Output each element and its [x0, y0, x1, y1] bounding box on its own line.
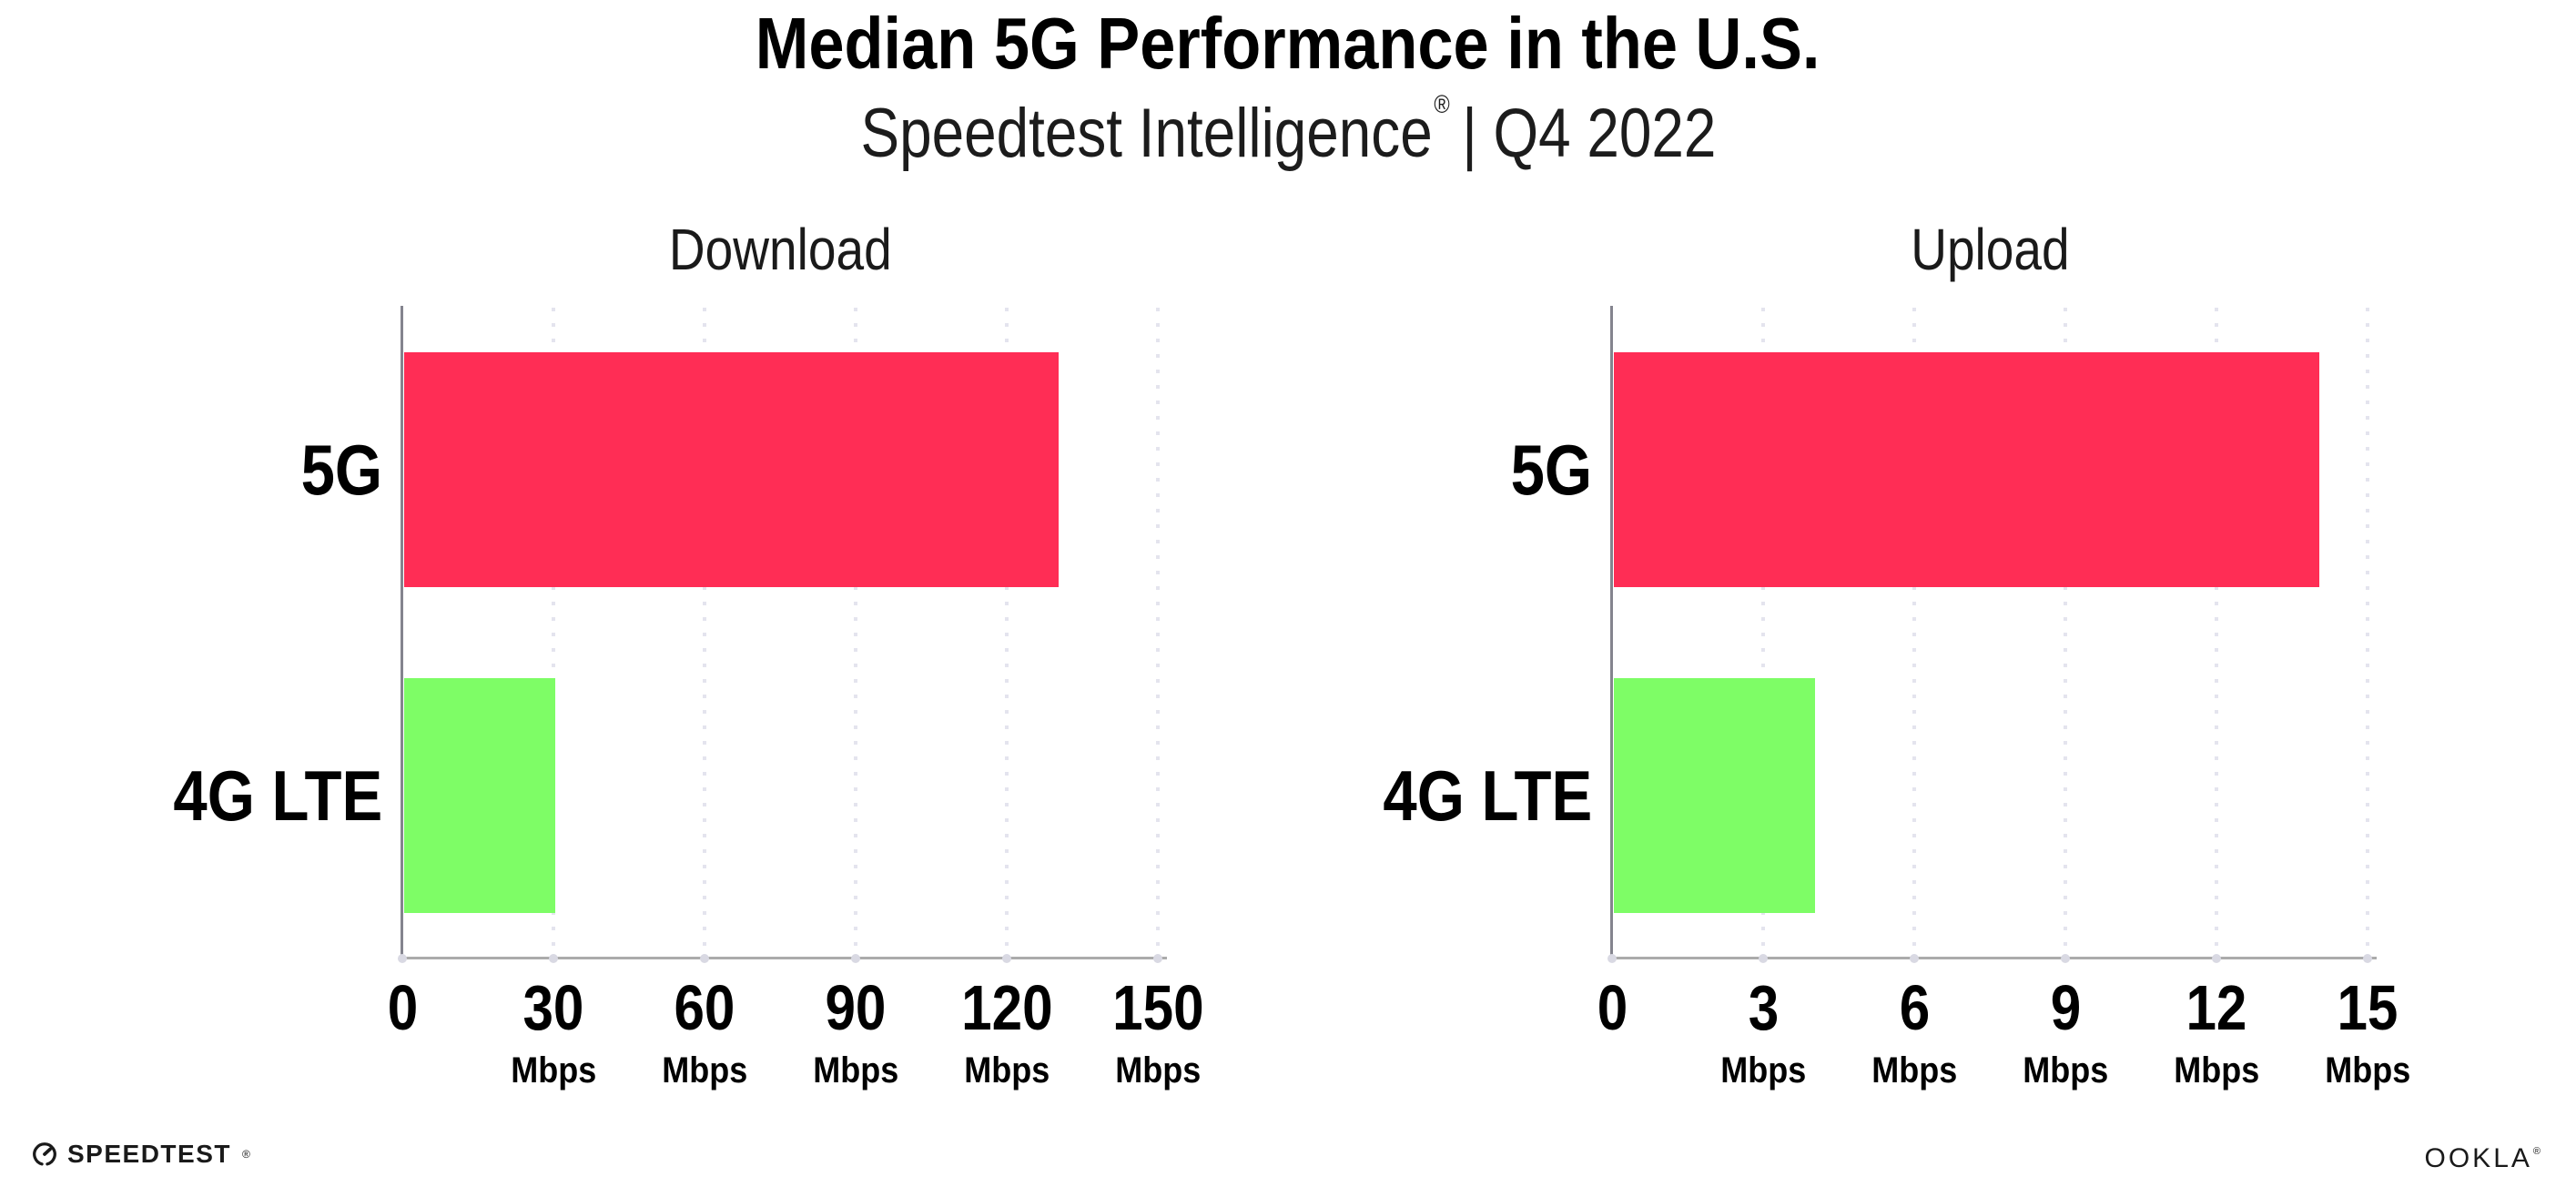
- bar-5g: [404, 352, 1060, 587]
- axis-tick-dot: [1607, 954, 1617, 963]
- axis-tick-dot: [1910, 954, 1919, 963]
- x-tick-label: 0: [1597, 972, 1628, 1043]
- speedtest-gauge-icon: [31, 1141, 58, 1168]
- gridline: [1912, 308, 1916, 958]
- x-tick-label: 60: [674, 972, 735, 1043]
- x-tick-unit: Mbps: [964, 1050, 1050, 1090]
- axis-tick-dot: [1153, 954, 1162, 963]
- category-label: 5G: [1510, 430, 1592, 510]
- axis-tick-dot: [2212, 954, 2221, 963]
- download-chart: Download 0 30 Mbps 60 Mbps 90 Mbps 120 Mbps 150 Mbp…: [173, 220, 1203, 1089]
- axis-tick-dot: [700, 954, 709, 963]
- x-tick-label: 9: [2050, 972, 2081, 1043]
- x-tick-label: 6: [1899, 972, 1930, 1043]
- bar-4g-lte: [404, 678, 555, 913]
- chart-title: Download: [668, 217, 892, 282]
- x-axis-line: [1610, 957, 2377, 959]
- y-axis-line: [401, 306, 403, 958]
- page-title-text: Median 5G Performance in the U.S.: [756, 3, 1820, 84]
- axis-tick-dot: [2061, 954, 2070, 963]
- subtitle-brand: Speedtest Intelligence: [860, 95, 1433, 172]
- x-tick-unit: Mbps: [1115, 1050, 1201, 1090]
- x-tick-unit: Mbps: [2174, 1050, 2259, 1090]
- speedtest-logo: SPEEDTEST ®: [31, 1140, 250, 1169]
- gridline: [2064, 308, 2067, 958]
- category-label: 4G LTE: [1383, 756, 1592, 836]
- x-tick-unit: Mbps: [511, 1050, 596, 1090]
- gridline: [854, 308, 857, 958]
- registered-mark: ®: [1433, 90, 1450, 118]
- axis-tick-dot: [549, 954, 558, 963]
- gridline: [1005, 308, 1009, 958]
- x-tick-unit: Mbps: [2325, 1050, 2410, 1090]
- x-tick-unit: Mbps: [662, 1050, 747, 1090]
- axis-tick-dot: [1759, 954, 1768, 963]
- gridline: [2215, 308, 2218, 958]
- upload-chart: Upload 0 3 Mbps 6 Mbps 9 Mbps 12 Mbps 15 Mbps 5G 4G L…: [1383, 220, 2410, 1089]
- bar-4g-lte: [1614, 678, 1816, 913]
- x-tick-label: 15: [2337, 972, 2399, 1043]
- x-tick-label: 12: [2186, 972, 2247, 1043]
- gridline: [703, 308, 706, 958]
- category-label: 4G LTE: [173, 756, 382, 836]
- x-tick-label: 3: [1748, 972, 1779, 1043]
- axis-tick-dot: [1002, 954, 1011, 963]
- x-tick-label: 90: [825, 972, 887, 1043]
- x-tick-label: 0: [387, 972, 418, 1043]
- ookla-logo: OOKLA®: [2425, 1143, 2543, 1174]
- bar-5g: [1614, 352, 2319, 587]
- ookla-trademark: ®: [2532, 1146, 2543, 1157]
- x-tick-label: 30: [522, 972, 584, 1043]
- speedtest-trademark: ®: [241, 1148, 250, 1161]
- gridline: [1761, 308, 1765, 958]
- page-title: Median 5G Performance in the U.S.: [0, 5, 2576, 82]
- x-tick-label: 120: [960, 972, 1053, 1043]
- axis-tick-dot: [851, 954, 860, 963]
- axis-tick-dot: [398, 954, 407, 963]
- x-axis-line: [401, 957, 1167, 959]
- y-axis-line: [1610, 306, 1613, 958]
- category-label: 5G: [300, 430, 382, 510]
- page-subtitle: Speedtest Intelligence® | Q4 2022: [0, 90, 2576, 172]
- x-tick-unit: Mbps: [2023, 1050, 2108, 1090]
- subtitle-quarter: | Q4 2022: [1461, 95, 1716, 172]
- gridline: [1156, 308, 1160, 958]
- gridline: [552, 308, 555, 958]
- x-tick-unit: Mbps: [1720, 1050, 1806, 1090]
- axis-tick-dot: [2363, 954, 2372, 963]
- speedtest-logo-text: SPEEDTEST: [67, 1140, 231, 1168]
- gridline: [2366, 308, 2369, 958]
- x-tick-unit: Mbps: [813, 1050, 898, 1090]
- x-tick-unit: Mbps: [1871, 1050, 1957, 1090]
- ookla-logo-text: OOKLA: [2424, 1143, 2532, 1173]
- chart-title: Upload: [1910, 217, 2070, 282]
- x-tick-label: 150: [1111, 972, 1204, 1043]
